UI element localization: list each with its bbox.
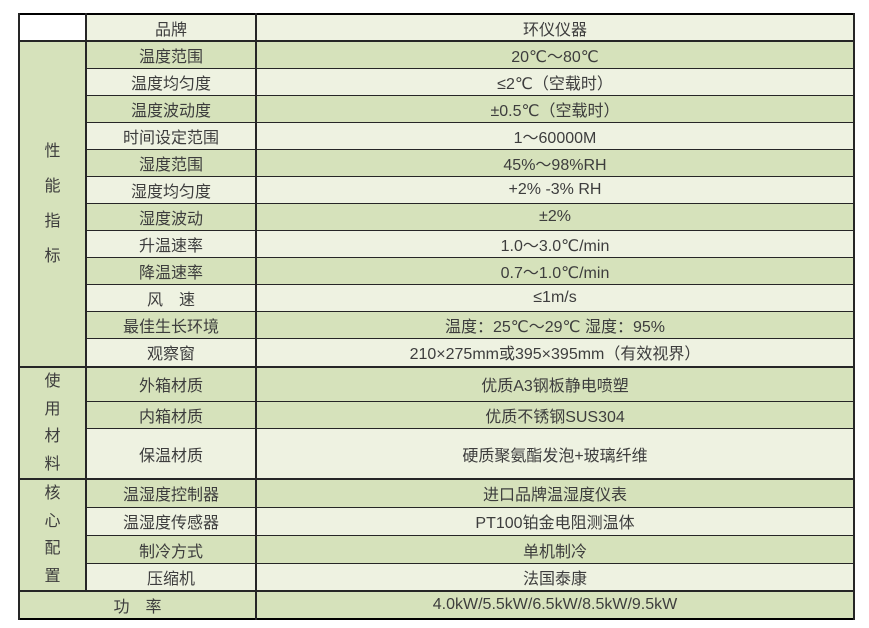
row-value: 0.7～1.0℃/min — [255, 256, 855, 285]
power-label: 功 率 — [18, 590, 257, 620]
row-value: 45%～98%RH — [255, 148, 855, 177]
table-row: 保温材质 硬质聚氨酯发泡+玻璃纤维 — [19, 428, 855, 480]
table-row: 压缩机 法国泰康 — [19, 563, 855, 592]
row-label: 最佳生长环境 — [85, 310, 257, 339]
row-value: ≤2℃（空载时） — [255, 67, 855, 96]
row-value: 优质A3钢板静电喷塑 — [255, 365, 855, 402]
table-row: 降温速率 0.7～1.0℃/min — [19, 256, 855, 285]
row-value: ±2% — [255, 202, 855, 231]
row-value: 单机制冷 — [255, 535, 855, 565]
table-row: 功 率 4.0kW/5.5kW/6.5kW/8.5kW/9.5kW — [18, 590, 855, 620]
row-value: 20℃～80℃ — [255, 40, 855, 69]
row-label: 温湿度传感器 — [85, 506, 257, 537]
row-label: 温度均匀度 — [85, 67, 257, 96]
table-row: 最佳生长环境 温度：25℃～29℃ 湿度：95% — [19, 310, 855, 339]
row-label: 降温速率 — [85, 256, 257, 285]
corner-empty-cell — [18, 13, 87, 42]
table-row: 制冷方式 单机制冷 — [19, 535, 855, 565]
row-value: ≤1m/s — [255, 283, 855, 312]
table-row: 使 用 材 料 外箱材质 优质A3钢板静电喷塑 — [18, 365, 855, 480]
row-label: 制冷方式 — [85, 535, 257, 565]
table-row: 内箱材质 优质不锈钢SUS304 — [19, 400, 855, 430]
row-value: 210×275mm或395×395mm（有效视界） — [255, 337, 855, 368]
row-value: 温度：25℃～29℃ 湿度：95% — [255, 310, 855, 339]
group-label-core-config: 核 心 配 置 — [18, 478, 87, 592]
row-label: 升温速率 — [85, 229, 257, 258]
brand-header-value: 环仪仪器 — [255, 13, 855, 42]
table-row: 观察窗 210×275mm或395×395mm（有效视界） — [19, 337, 855, 368]
row-label: 时间设定范围 — [85, 121, 257, 150]
row-label: 保温材质 — [85, 428, 257, 480]
row-value: 1.0～3.0℃/min — [255, 229, 855, 258]
row-label: 观察窗 — [85, 337, 257, 368]
spec-table: 品牌 环仪仪器 性 能 指 标 温度范围 20℃～80℃ 温度均匀度 ≤2℃（空… — [18, 13, 855, 621]
brand-header-label: 品牌 — [85, 13, 257, 42]
table-row: 温湿度传感器 PT100铂金电阻测温体 — [19, 506, 855, 537]
table-row: 风 速 ≤1m/s — [19, 283, 855, 312]
row-label: 温湿度控制器 — [85, 478, 257, 508]
row-value: 硬质聚氨酯发泡+玻璃纤维 — [255, 428, 855, 480]
table-row: 性 能 指 标 温度范围 20℃～80℃ — [18, 40, 855, 368]
spec-table-container: 品牌 环仪仪器 性 能 指 标 温度范围 20℃～80℃ 温度均匀度 ≤2℃（空… — [18, 13, 855, 621]
row-label: 压缩机 — [85, 563, 257, 592]
table-row: 湿度均匀度 +2% -3% RH — [19, 175, 855, 204]
row-label: 外箱材质 — [85, 365, 257, 402]
row-label: 湿度范围 — [85, 148, 257, 177]
row-label: 湿度波动 — [85, 202, 257, 231]
table-row: 湿度范围 45%～98%RH — [19, 148, 855, 177]
table-row: 湿度波动 ±2% — [19, 202, 855, 231]
row-value: ±0.5℃（空载时） — [255, 94, 855, 123]
table-row: 温度均匀度 ≤2℃（空载时） — [19, 67, 855, 96]
group-label-performance: 性 能 指 标 — [18, 40, 87, 368]
row-label: 湿度均匀度 — [85, 175, 257, 204]
table-row: 升温速率 1.0～3.0℃/min — [19, 229, 855, 258]
row-value: 优质不锈钢SUS304 — [255, 400, 855, 430]
row-label: 风 速 — [85, 283, 257, 312]
row-value: +2% -3% RH — [255, 175, 855, 204]
row-value: 进口品牌温湿度仪表 — [255, 478, 855, 508]
table-row: 核 心 配 置 温湿度控制器 进口品牌温湿度仪表 — [18, 478, 855, 592]
row-value: 法国泰康 — [255, 563, 855, 592]
table-row: 时间设定范围 1～60000M — [19, 121, 855, 150]
row-value: 1～60000M — [255, 121, 855, 150]
row-label: 温度波动度 — [85, 94, 257, 123]
table-row: 温度波动度 ±0.5℃（空载时） — [19, 94, 855, 123]
row-label: 温度范围 — [85, 40, 257, 69]
row-value: PT100铂金电阻测温体 — [255, 506, 855, 537]
power-value: 4.0kW/5.5kW/6.5kW/8.5kW/9.5kW — [255, 590, 855, 620]
row-label: 内箱材质 — [85, 400, 257, 430]
group-label-materials: 使 用 材 料 — [18, 365, 87, 480]
table-row: 品牌 环仪仪器 — [18, 13, 855, 42]
